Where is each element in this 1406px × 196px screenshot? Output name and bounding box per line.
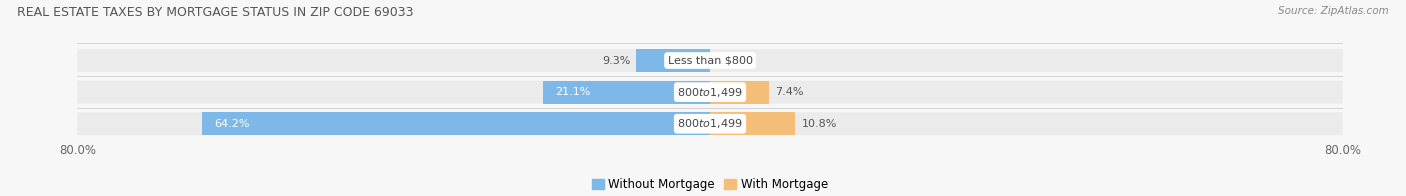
Text: $800 to $1,499: $800 to $1,499: [678, 86, 742, 99]
Text: 21.1%: 21.1%: [555, 87, 591, 97]
Text: 10.8%: 10.8%: [801, 119, 837, 129]
FancyBboxPatch shape: [77, 112, 1343, 135]
Bar: [710, 81, 769, 103]
Text: 64.2%: 64.2%: [214, 119, 250, 129]
FancyBboxPatch shape: [77, 81, 1343, 103]
Bar: [202, 112, 710, 135]
FancyBboxPatch shape: [77, 49, 1343, 72]
Text: 0.0%: 0.0%: [717, 55, 745, 65]
Bar: [710, 112, 796, 135]
Text: REAL ESTATE TAXES BY MORTGAGE STATUS IN ZIP CODE 69033: REAL ESTATE TAXES BY MORTGAGE STATUS IN …: [17, 6, 413, 19]
Text: 9.3%: 9.3%: [602, 55, 630, 65]
Bar: [543, 81, 710, 103]
Bar: [637, 49, 710, 72]
Legend: Without Mortgage, With Mortgage: Without Mortgage, With Mortgage: [588, 173, 832, 196]
Text: $800 to $1,499: $800 to $1,499: [678, 117, 742, 130]
Text: Less than $800: Less than $800: [668, 55, 752, 65]
Text: 7.4%: 7.4%: [775, 87, 803, 97]
Text: Source: ZipAtlas.com: Source: ZipAtlas.com: [1278, 6, 1389, 16]
